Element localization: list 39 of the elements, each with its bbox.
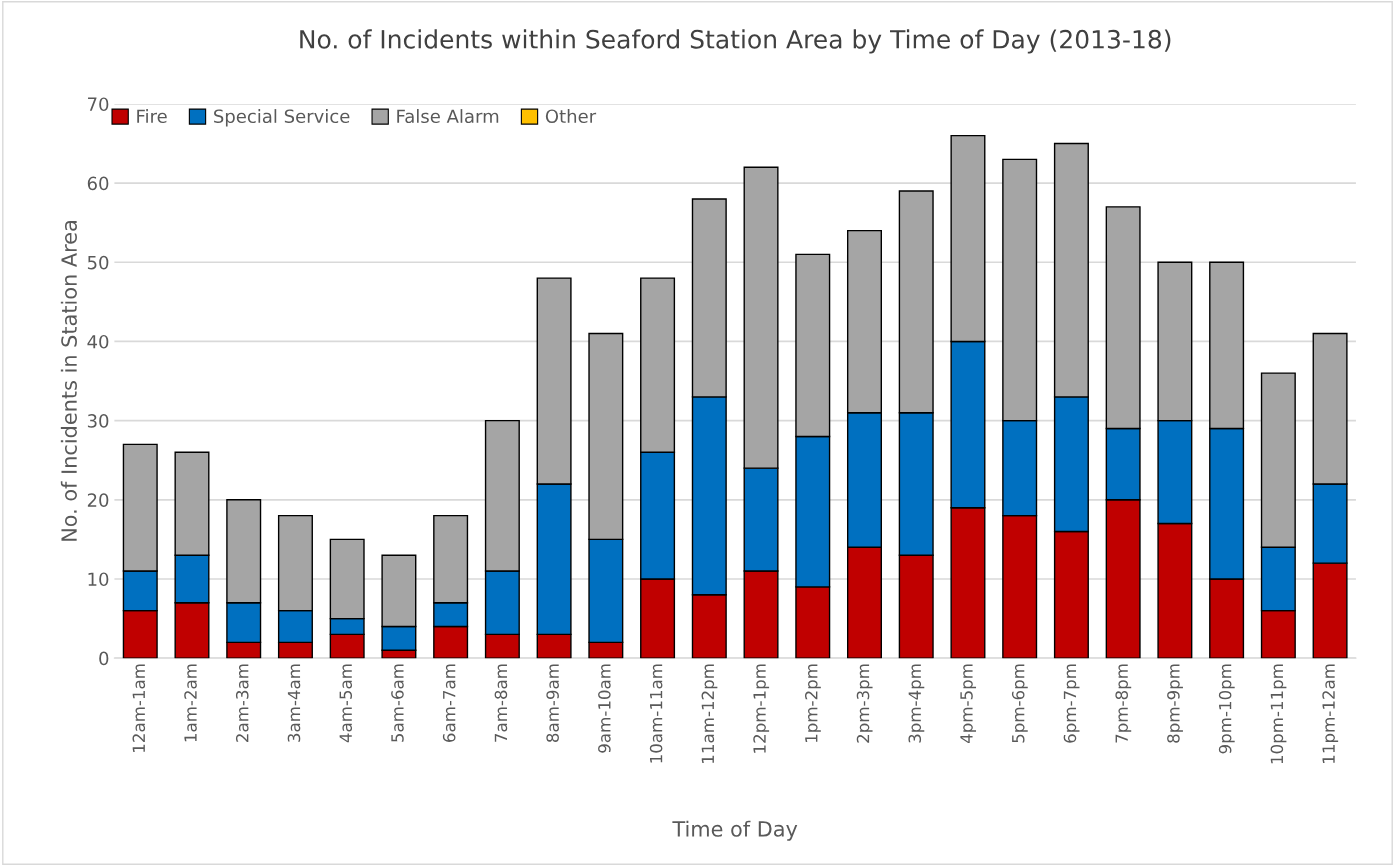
x-tick-label: 5pm-6pm bbox=[1011, 664, 1028, 743]
x-tick-label: 6pm-7pm bbox=[1063, 664, 1080, 743]
x-tick-label: 2am-3am bbox=[235, 664, 249, 742]
x-tick-label: 11am-12pm bbox=[701, 664, 718, 763]
x-tick-label: 9pm-10pm bbox=[1218, 664, 1235, 754]
y-tick-label: 70 bbox=[88, 97, 109, 112]
x-tick-label: 12am-1am bbox=[132, 664, 146, 752]
x-tick-label: 7pm-8pm bbox=[1115, 664, 1132, 743]
x-tick-label: 4am-5am bbox=[339, 664, 353, 743]
y-axis-title: No. of Incidents in Station Area bbox=[60, 221, 77, 541]
y-tick-label: 30 bbox=[87, 414, 109, 428]
legend-label: Special Service bbox=[214, 109, 350, 127]
x-tick-label: 3am-4am bbox=[287, 664, 301, 742]
y-tick-label: 40 bbox=[87, 334, 109, 349]
x-tick-label: 8pm-9pm bbox=[1167, 664, 1183, 743]
legend-label: Fire bbox=[137, 109, 167, 124]
x-axis-title: Time of Day bbox=[672, 820, 798, 841]
x-tick-label: 4pm-5pm bbox=[960, 664, 977, 744]
chart-title: No. of Incidents within Seaford Station Area by Time of Day (2013-18) bbox=[300, 29, 1171, 54]
y-tick-label: 60 bbox=[87, 176, 109, 191]
x-tick-label: 12pm-1pm bbox=[753, 664, 770, 753]
x-tick-label: 5am-6am bbox=[391, 664, 404, 742]
legend-label: Other bbox=[545, 109, 597, 124]
y-tick-label: 10 bbox=[88, 572, 109, 587]
legend-label: False Alarm bbox=[397, 109, 499, 124]
y-tick-label: 0 bbox=[99, 651, 109, 666]
x-tick-label: 10am-11am bbox=[649, 664, 663, 763]
x-tick-label: 11pm-12am bbox=[1322, 664, 1339, 763]
x-tick-label: 10pm-11pm bbox=[1270, 664, 1287, 764]
y-tick-label: 20 bbox=[87, 493, 109, 507]
x-tick-label: 1am-2am bbox=[184, 664, 197, 742]
y-tick-label: 50 bbox=[87, 255, 109, 270]
x-tick-label: 1pm-2pm bbox=[804, 664, 821, 743]
x-tick-label: 2pm-3pm bbox=[856, 664, 873, 743]
x-tick-label: 8am-9am bbox=[546, 664, 559, 743]
x-tick-label: 6am-7am bbox=[442, 664, 456, 742]
x-tick-label: 7am-8am bbox=[494, 664, 508, 742]
x-tick-label: 3pm-4pm bbox=[908, 664, 925, 743]
x-tick-label: 9am-10am bbox=[598, 664, 611, 753]
